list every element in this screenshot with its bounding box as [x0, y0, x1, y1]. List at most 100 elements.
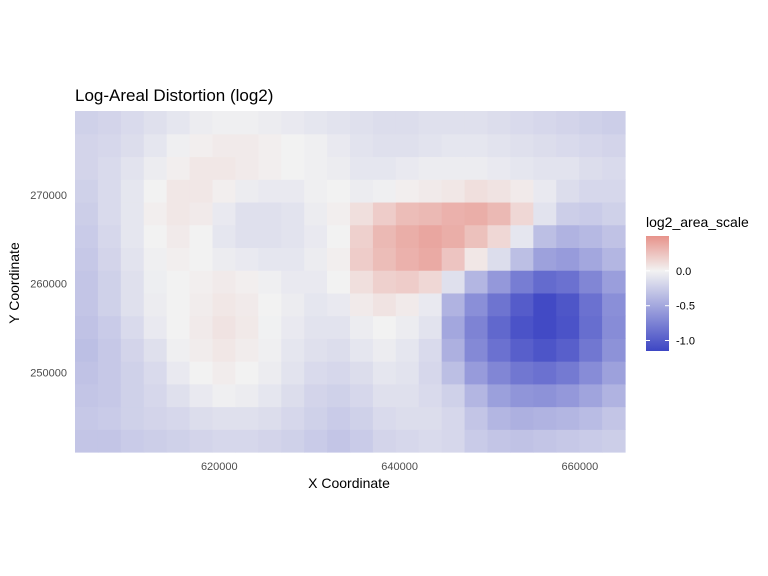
heatmap-cell: [533, 315, 557, 339]
heatmap-cell: [212, 179, 237, 203]
heatmap-cell: [418, 133, 443, 158]
heatmap-cell: [143, 270, 168, 294]
heatmap-cell: [350, 247, 374, 271]
heatmap-cell: [579, 270, 603, 294]
heatmap-cell: [166, 383, 191, 408]
heatmap-cell: [579, 361, 603, 385]
heatmap-cell: [441, 201, 466, 226]
heatmap-cell: [235, 111, 259, 135]
heatmap-cell: [464, 133, 489, 158]
legend-tick-label: -1.0: [676, 336, 695, 348]
heatmap-cell: [166, 247, 191, 271]
heatmap-cell: [487, 383, 512, 408]
heatmap-cell: [441, 133, 466, 158]
heatmap-cell: [510, 292, 534, 317]
heatmap-cell: [556, 201, 580, 226]
heatmap-cell: [556, 179, 580, 203]
heatmap-cell: [487, 133, 512, 158]
heatmap-cell: [418, 224, 443, 248]
heatmap-cell: [120, 224, 145, 248]
heatmap-cell: [350, 201, 374, 226]
heatmap-cell: [166, 361, 191, 385]
heatmap-cell: [235, 179, 259, 203]
legend-title: log2_area_scale: [646, 214, 749, 230]
heatmap-cell: [556, 292, 580, 317]
heatmap-cell: [487, 270, 512, 294]
heatmap-cell: [235, 224, 259, 248]
legend-colorbar: [646, 236, 669, 351]
heatmap-cell: [304, 156, 328, 180]
heatmap-cell: [143, 156, 168, 180]
heatmap-cell: [510, 406, 534, 430]
heatmap-cell: [235, 133, 259, 158]
heatmap-cell: [602, 270, 626, 294]
heatmap-cell: [327, 133, 351, 158]
heatmap-cell: [189, 338, 214, 362]
heatmap-cell: [395, 361, 420, 385]
heatmap-cell: [212, 315, 237, 339]
heatmap-cell: [533, 133, 557, 158]
heatmap-cell: [304, 429, 328, 453]
heatmap-cell: [579, 156, 603, 180]
heatmap-cell: [258, 247, 282, 271]
heatmap-cell: [304, 179, 328, 203]
heatmap-cell: [281, 406, 305, 430]
heatmap-cell: [97, 406, 122, 430]
heatmap-cell: [304, 361, 328, 385]
heatmap-cell: [350, 179, 374, 203]
heatmap-cell: [602, 406, 626, 430]
heatmap-cell: [602, 429, 626, 453]
heatmap-cell: [602, 201, 626, 226]
x-axis-title: X Coordinate: [308, 475, 390, 491]
heatmap-cell: [97, 111, 122, 135]
heatmap-cell: [533, 338, 557, 362]
heatmap-cell: [166, 315, 191, 339]
heatmap-cell: [441, 429, 466, 453]
heatmap-cell: [97, 156, 122, 180]
heatmap-cell: [510, 315, 534, 339]
heatmap-cell: [533, 383, 557, 408]
heatmap-cell: [97, 270, 122, 294]
heatmap-cell: [395, 224, 420, 248]
heatmap-cell: [533, 111, 557, 135]
heatmap-cell: [120, 179, 145, 203]
heatmap-cell: [97, 224, 122, 248]
heatmap-cell: [304, 406, 328, 430]
y-axis-title: Y Coordinate: [6, 242, 22, 324]
heatmap-cell: [189, 361, 214, 385]
heatmap-cell: [487, 179, 512, 203]
heatmap-cell: [533, 429, 557, 453]
heatmap-cell: [212, 406, 237, 430]
heatmap-cell: [372, 133, 397, 158]
heatmap-cell: [441, 338, 466, 362]
heatmap-cell: [579, 224, 603, 248]
heatmap-cell: [372, 247, 397, 271]
heatmap-cell: [189, 179, 214, 203]
heatmap-cell: [579, 133, 603, 158]
heatmap-cell: [418, 315, 443, 339]
heatmap-cell: [510, 429, 534, 453]
heatmap-cell: [418, 111, 443, 135]
heatmap-cell: [327, 383, 351, 408]
heatmap-cell: [120, 315, 145, 339]
heatmap-cell: [166, 224, 191, 248]
heatmap-cell: [510, 383, 534, 408]
heatmap-cell: [235, 292, 259, 317]
heatmap-cell: [304, 247, 328, 271]
heatmap-cell: [75, 224, 99, 248]
heatmap-cell: [304, 292, 328, 317]
heatmap-cell: [304, 111, 328, 135]
heatmap-cell: [372, 292, 397, 317]
heatmap-cell: [304, 383, 328, 408]
heatmap-cell: [281, 429, 305, 453]
heatmap-cell: [350, 361, 374, 385]
heatmap-cell: [602, 315, 626, 339]
heatmap-cell: [418, 156, 443, 180]
heatmap-cell: [281, 179, 305, 203]
heatmap-cell: [441, 156, 466, 180]
x-axis: 620000 640000 660000: [201, 461, 598, 473]
heatmap-cell: [97, 383, 122, 408]
heatmap-cell: [166, 406, 191, 430]
heatmap-cell: [97, 292, 122, 317]
heatmap-cell: [395, 406, 420, 430]
